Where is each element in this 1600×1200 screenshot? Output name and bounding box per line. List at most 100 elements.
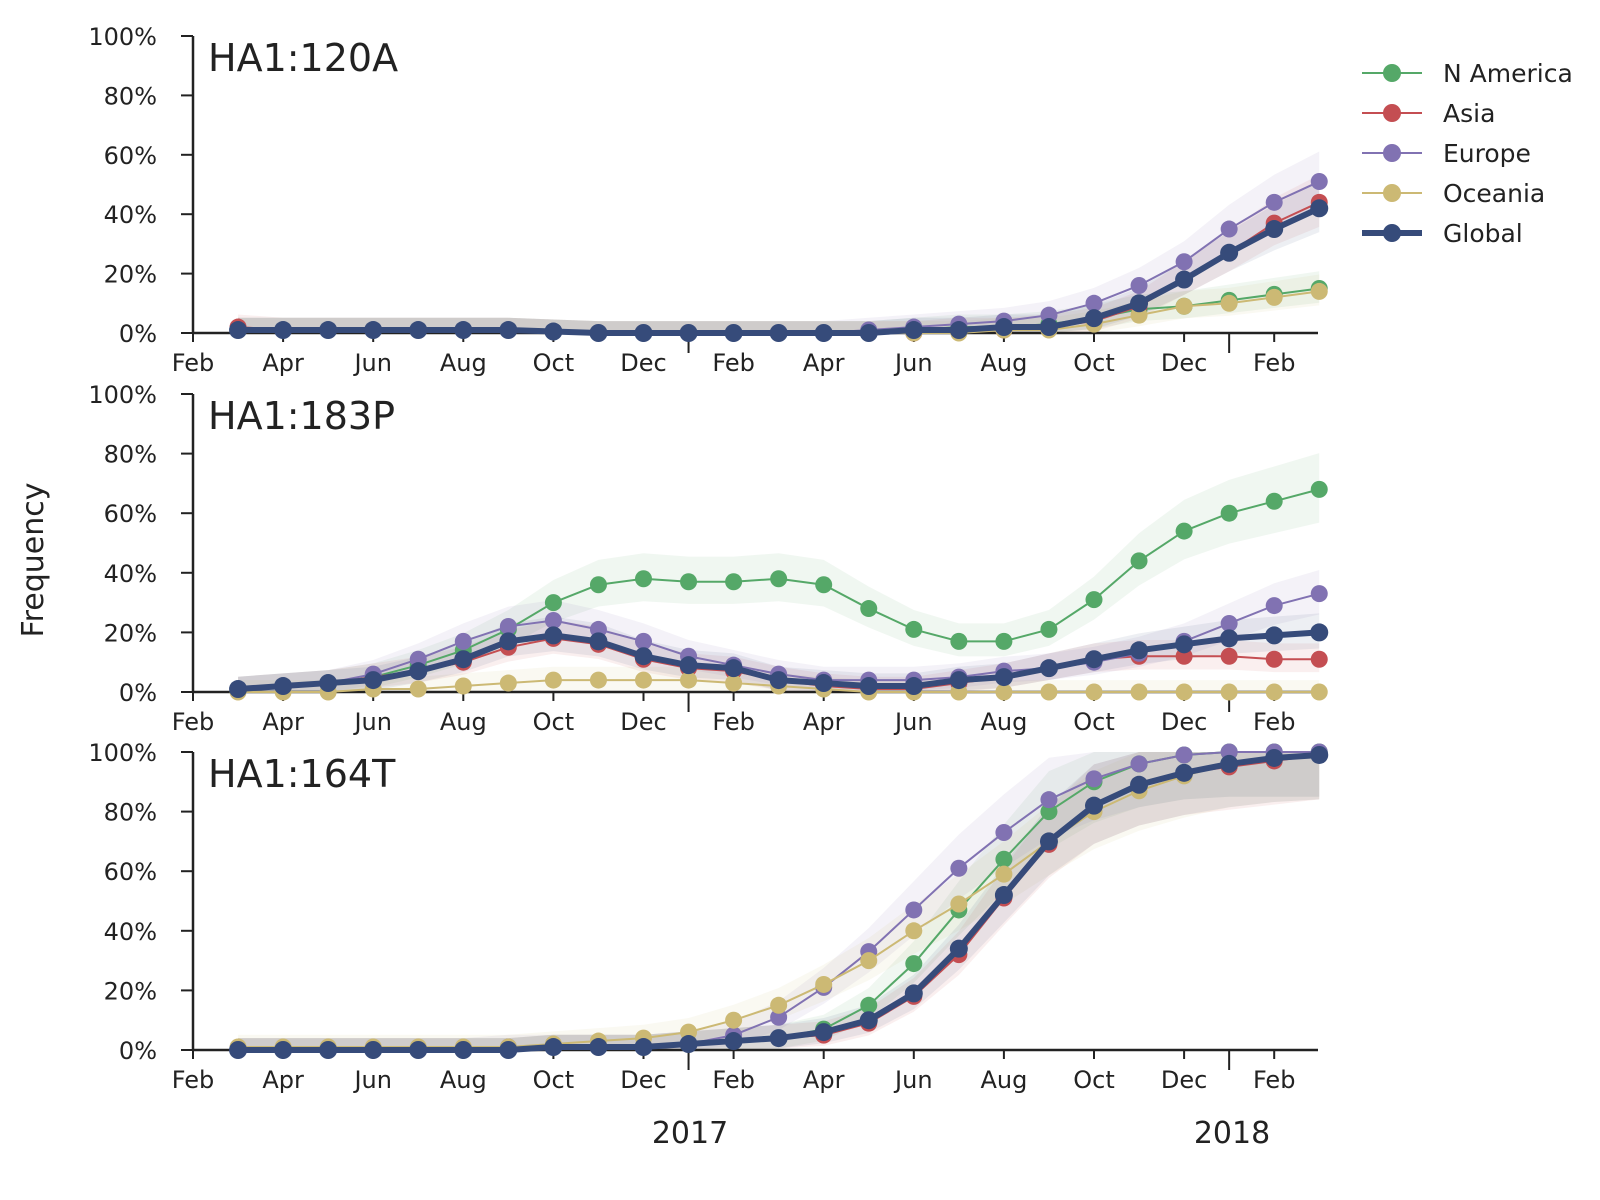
confidence-band bbox=[238, 752, 1320, 1050]
data-point bbox=[679, 656, 698, 675]
data-point bbox=[995, 865, 1013, 883]
data-point bbox=[1310, 585, 1328, 603]
confidence-bands bbox=[238, 151, 1320, 333]
y-tick-label: 20% bbox=[104, 977, 157, 1005]
data-point bbox=[1175, 253, 1193, 271]
data-point bbox=[499, 674, 517, 692]
data-point bbox=[1220, 647, 1238, 665]
data-point bbox=[1220, 683, 1238, 701]
data-point bbox=[724, 659, 743, 678]
y-tick-label: 20% bbox=[104, 619, 157, 647]
x-tick-label: Aug bbox=[980, 1066, 1027, 1094]
data-point bbox=[544, 671, 562, 689]
panel-title: HA1:120A bbox=[208, 36, 398, 80]
data-point bbox=[1310, 282, 1328, 300]
data-point bbox=[454, 1041, 473, 1059]
x-tick-label: Aug bbox=[980, 349, 1027, 377]
data-point bbox=[409, 662, 428, 681]
x-tick-label: Feb bbox=[172, 349, 215, 377]
y-tick-label: 60% bbox=[104, 500, 157, 528]
data-point bbox=[1265, 650, 1283, 668]
data-point bbox=[680, 573, 698, 591]
legend-marker bbox=[1383, 184, 1401, 202]
data-point bbox=[1085, 650, 1103, 669]
data-point bbox=[1310, 199, 1329, 218]
data-point bbox=[725, 573, 743, 591]
data-point bbox=[995, 632, 1013, 650]
data-point bbox=[1220, 754, 1239, 773]
y-tick-label: 20% bbox=[104, 261, 157, 289]
data-point bbox=[589, 324, 608, 342]
x-tick-label: Apr bbox=[803, 349, 845, 377]
x-tick-label: Apr bbox=[262, 349, 304, 377]
data-point bbox=[859, 324, 878, 342]
data-point bbox=[860, 952, 878, 970]
y-tick-label: 60% bbox=[104, 858, 157, 886]
data-point bbox=[544, 322, 563, 341]
x-tick-label: Feb bbox=[712, 349, 755, 377]
data-point bbox=[770, 996, 788, 1014]
x-tick-label: Aug bbox=[440, 349, 487, 377]
legend-label: Europe bbox=[1443, 139, 1531, 168]
data-point bbox=[454, 321, 473, 340]
x-tick-label: Oct bbox=[533, 708, 575, 736]
data-point bbox=[905, 955, 923, 973]
legend-item: Europe bbox=[1362, 139, 1531, 168]
data-point bbox=[815, 975, 833, 993]
data-point bbox=[1265, 492, 1283, 510]
data-point bbox=[950, 859, 968, 877]
data-point bbox=[904, 321, 923, 340]
data-point bbox=[949, 671, 968, 690]
data-point bbox=[859, 677, 878, 696]
data-point bbox=[1310, 650, 1328, 668]
data-point bbox=[725, 1011, 743, 1029]
data-point bbox=[905, 620, 923, 638]
data-point bbox=[1130, 755, 1148, 773]
data-point bbox=[1130, 276, 1148, 294]
data-point bbox=[1310, 745, 1329, 764]
year-label-2018: 2018 bbox=[1194, 1116, 1270, 1151]
data-point bbox=[635, 671, 652, 689]
data-point bbox=[814, 324, 833, 342]
data-point bbox=[1265, 597, 1283, 615]
data-point bbox=[1085, 683, 1103, 701]
x-tick-label: Jun bbox=[893, 349, 933, 377]
data-point bbox=[1265, 748, 1284, 767]
x-tick-label: Feb bbox=[712, 708, 755, 736]
data-point bbox=[634, 324, 653, 342]
legend-item: Global bbox=[1362, 219, 1523, 248]
legend-label: Oceania bbox=[1443, 179, 1545, 208]
legend-item: Oceania bbox=[1362, 179, 1545, 208]
data-point bbox=[1130, 552, 1148, 570]
data-point bbox=[769, 324, 788, 342]
y-axis-label: Frequency bbox=[16, 483, 51, 638]
y-tick-label: 0% bbox=[119, 1037, 157, 1065]
data-point bbox=[995, 850, 1013, 868]
series-global bbox=[229, 199, 1329, 342]
legend-marker bbox=[1383, 224, 1401, 242]
data-point bbox=[1040, 683, 1058, 701]
data-point bbox=[589, 632, 608, 651]
data-point bbox=[724, 324, 743, 342]
y-tick-label: 100% bbox=[88, 23, 157, 51]
legend-marker bbox=[1383, 104, 1401, 122]
data-point bbox=[499, 321, 518, 340]
data-point bbox=[634, 1038, 653, 1057]
data-point bbox=[454, 632, 472, 650]
data-point bbox=[589, 671, 607, 689]
chart-panel-1: 0% 20% 40% 60% 80% 100% Feb Apr Jun Aug Oct Dec Feb A… bbox=[88, 23, 1329, 377]
data-point bbox=[364, 1041, 383, 1059]
data-point bbox=[274, 677, 293, 696]
data-point bbox=[1175, 746, 1193, 764]
data-point bbox=[769, 671, 788, 690]
data-point bbox=[679, 1035, 698, 1054]
x-tick-label: Aug bbox=[980, 708, 1027, 736]
legend-item: Asia bbox=[1362, 99, 1495, 128]
chart-panel-3: 0% 20% 40% 60% 80% 100% Feb Apr Jun Aug Oct Dec Feb A… bbox=[88, 739, 1329, 1094]
data-point bbox=[994, 318, 1013, 337]
legend-item: N America bbox=[1362, 59, 1573, 88]
data-point bbox=[1265, 683, 1283, 701]
data-point bbox=[904, 677, 923, 696]
data-point bbox=[319, 321, 338, 340]
data-point bbox=[679, 324, 698, 342]
